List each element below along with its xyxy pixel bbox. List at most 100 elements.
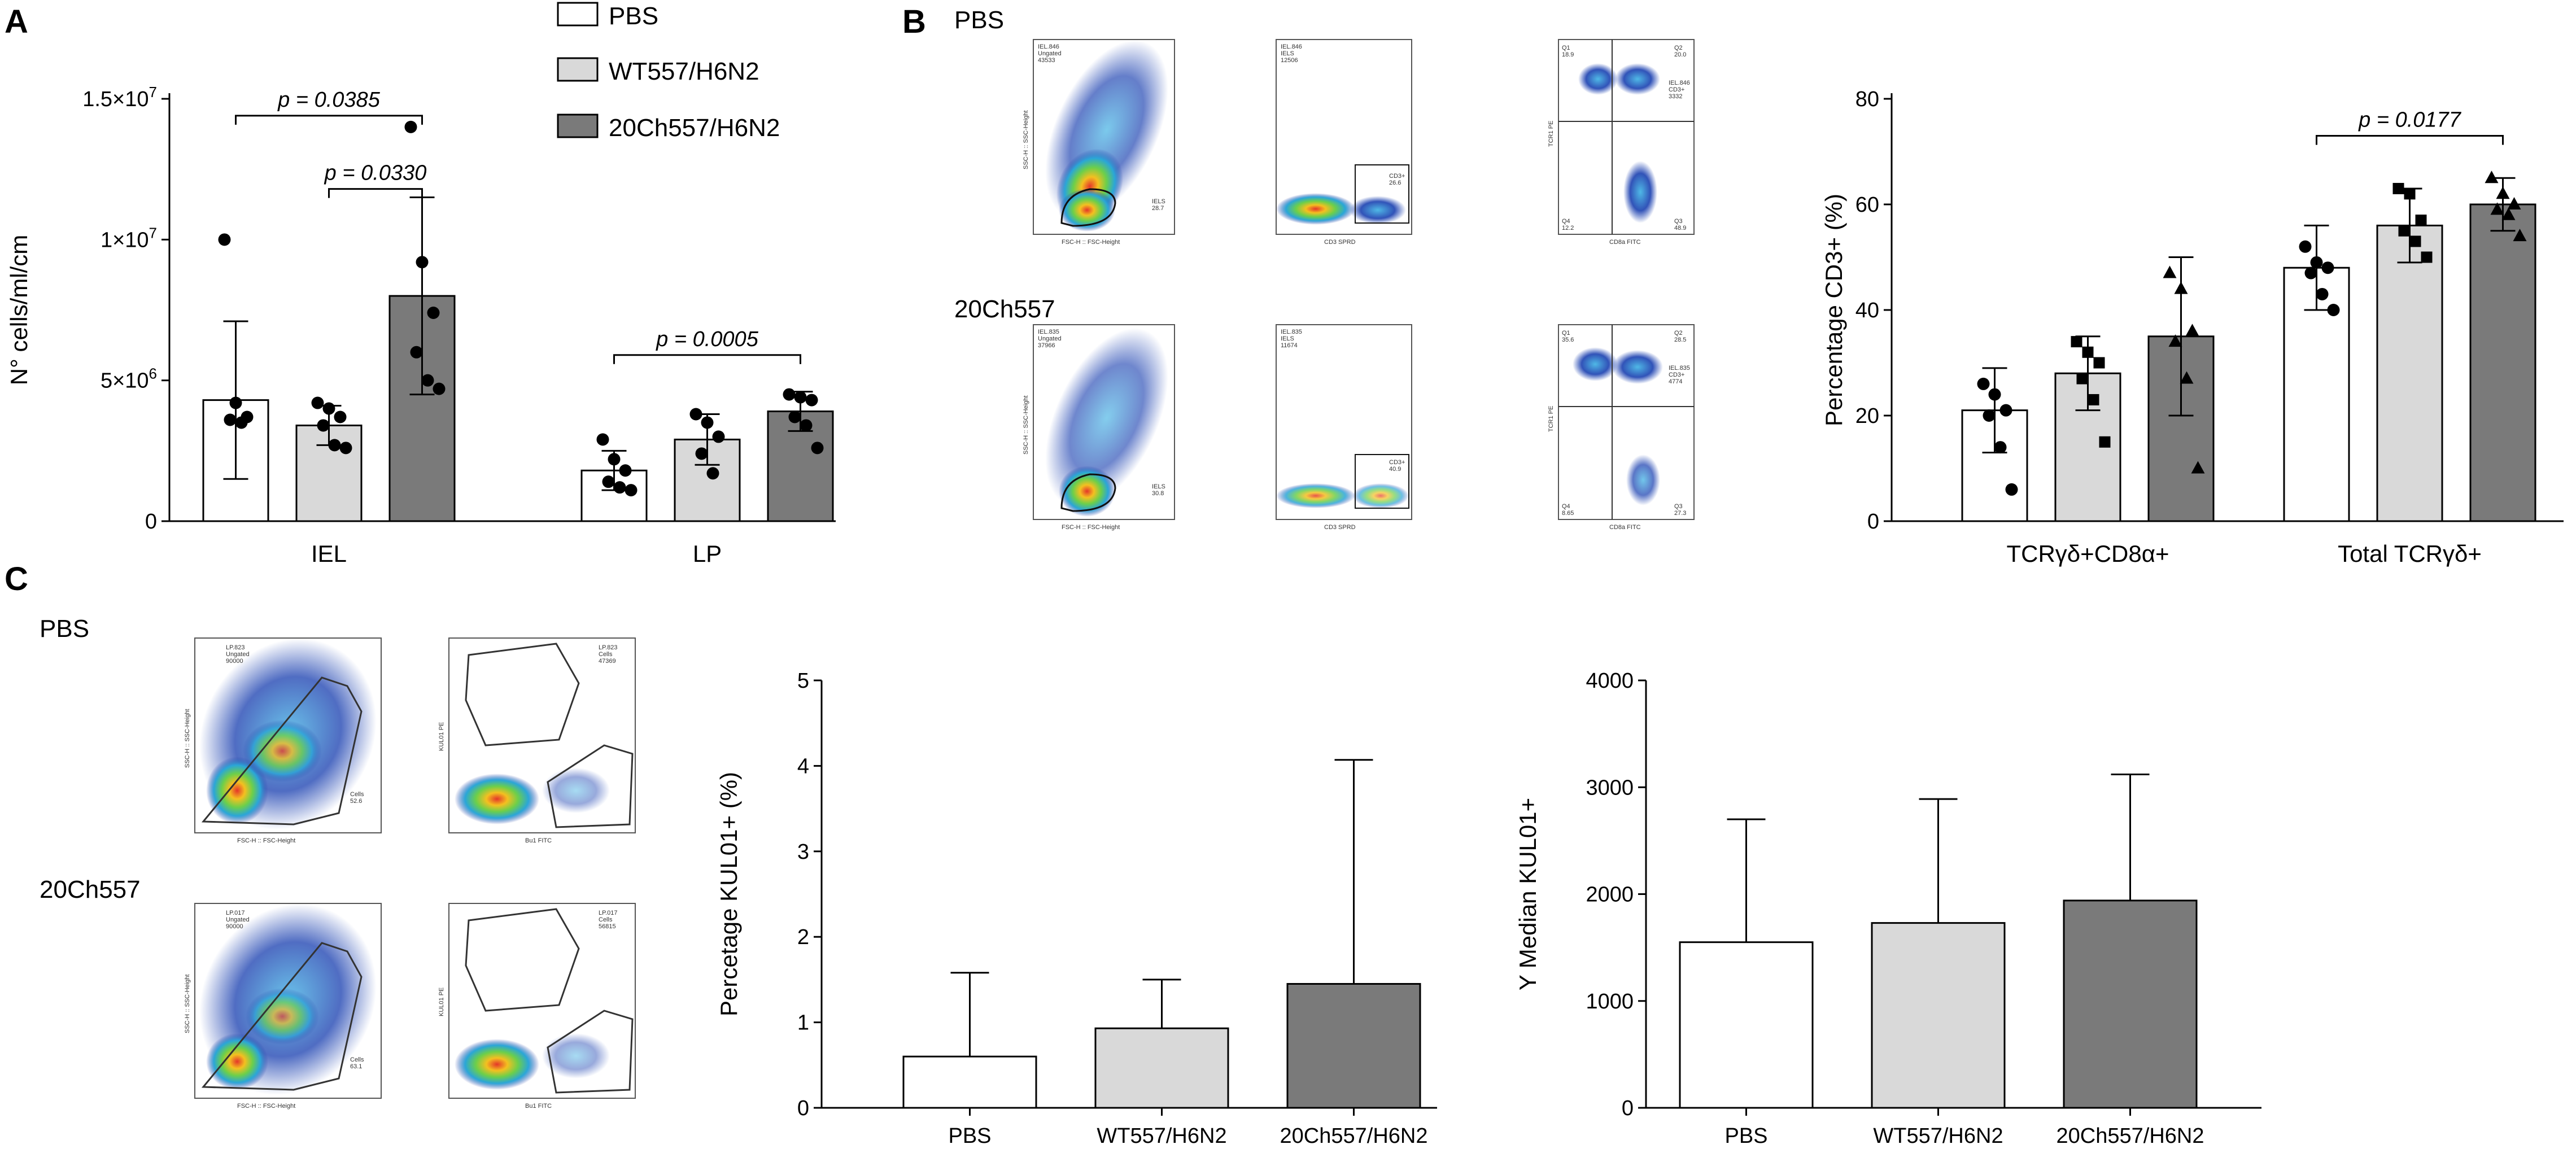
- significance-bracket: [235, 115, 423, 125]
- bar: [2469, 203, 2536, 522]
- legend-swatch-20ch557: [557, 113, 599, 138]
- data-point: [608, 453, 621, 466]
- bar: [2063, 899, 2198, 1109]
- svg-text:CD8a FITC: CD8a FITC: [1609, 239, 1641, 246]
- x-category-label: WT557/H6N2: [1097, 1124, 1226, 1148]
- data-point: [2180, 371, 2194, 384]
- svg-text:Q48.65: Q4 8.65: [1562, 503, 1574, 517]
- y-tick-label: 0: [797, 1097, 809, 1120]
- data-point: [689, 408, 702, 421]
- bar: [580, 469, 648, 522]
- y-tick-label: 3000: [1586, 776, 1634, 800]
- panel-letter-a: A: [5, 3, 28, 40]
- data-point: [2415, 215, 2427, 226]
- svg-text:CD3+26.6: CD3+ 26.6: [1389, 173, 1405, 186]
- data-point: [2409, 235, 2421, 247]
- y-axis-title: Y Median KUL01+: [1514, 798, 1541, 990]
- data-point: [2071, 336, 2082, 348]
- data-point: [224, 413, 237, 426]
- chart-a: 0 5×106 1×107 1.5×107 N° cells/ml/cm IEL LP p =…: [6, 84, 836, 567]
- svg-text:SSC-H :: SSC-Height: SSC-H :: SSC-Height: [184, 974, 191, 1033]
- x-category-label: TCRγδ+CD8α+: [2006, 540, 2169, 567]
- flow-label-c-pbs: PBS: [40, 615, 89, 643]
- legend-label-wt557: WT557/H6N2: [609, 58, 759, 85]
- svg-text:TCR1 PE: TCR1 PE: [1548, 121, 1555, 147]
- data-point: [602, 475, 615, 488]
- flow-plot-c-pbs-kul01: LP.823 Cells 47369 Bu1 FITC KUL01 PE: [438, 637, 636, 844]
- data-point: [404, 120, 417, 133]
- data-point: [2507, 197, 2521, 209]
- data-point: [2099, 436, 2111, 448]
- data-point: [218, 233, 231, 246]
- data-point: [2191, 461, 2205, 474]
- x-category-label: 20Ch557/H6N2: [1280, 1124, 1428, 1148]
- data-point: [712, 430, 725, 443]
- p-value-label: p = 0.0005: [656, 327, 759, 351]
- flow-label-c-20ch557: 20Ch557: [40, 876, 141, 903]
- significance-bracket: [613, 354, 801, 364]
- svg-text:TCR1 PE: TCR1 PE: [1548, 406, 1555, 432]
- data-point: [811, 442, 824, 455]
- y-tick-label: 0: [145, 510, 157, 534]
- flow-plot-b-pbs-cd3: IEL.846 IELS 12506 CD3+ 26.6 CD3 SPRD: [1276, 39, 1412, 246]
- p-value-label: p = 0.0330: [324, 161, 427, 185]
- svg-text:SSC-H :: SSC-Height: SSC-H :: SSC-Height: [1023, 395, 1029, 455]
- y-axis-title: N° cells/ml/cm: [6, 235, 32, 385]
- svg-text:CD8a FITC: CD8a FITC: [1609, 524, 1641, 531]
- data-point: [788, 410, 801, 423]
- data-point: [2076, 373, 2088, 385]
- data-point: [2404, 188, 2416, 200]
- data-point: [311, 396, 324, 409]
- y-tick-label: 1: [797, 1011, 809, 1035]
- data-point: [416, 256, 429, 269]
- data-point: [2421, 251, 2433, 263]
- x-category-label: LP: [693, 540, 722, 567]
- p-value-label: p = 0.0177: [2358, 108, 2462, 132]
- svg-text:CD3 SPRD: CD3 SPRD: [1324, 524, 1356, 531]
- x-category-label: 20Ch557/H6N2: [2057, 1124, 2204, 1148]
- bar: [902, 1055, 1037, 1109]
- data-point: [701, 416, 714, 429]
- data-point: [695, 447, 708, 460]
- panel-letter-c: C: [5, 561, 28, 597]
- flow-plot-c-20ch-kul01: LP.017 Cells 56815 Bu1 FITC KUL01 PE: [438, 903, 636, 1110]
- data-point: [1983, 409, 1996, 422]
- data-point: [2496, 186, 2510, 199]
- y-tick-label: 5: [797, 669, 809, 693]
- data-point: [2485, 171, 2499, 184]
- data-point: [2185, 324, 2199, 337]
- chart-b: 0 20 40 60 80 Percentage CD3+ (%) TCRγδ+CD8α+ T…: [1820, 88, 2564, 567]
- significance-bracket: [2316, 134, 2504, 145]
- data-point: [625, 484, 638, 497]
- chart-c-kul01-median: 0 1000 2000 3000 4000 Y Median KUL01+ PBS WT557…: [1514, 669, 2261, 1148]
- data-point: [2327, 304, 2340, 316]
- data-point: [229, 396, 242, 409]
- x-category-label: PBS: [948, 1124, 991, 1148]
- bar: [2376, 224, 2443, 522]
- y-tick-label: 80: [1855, 88, 1879, 111]
- flow-label-b-pbs: PBS: [954, 6, 1004, 34]
- data-point: [619, 464, 632, 477]
- data-point: [805, 394, 818, 407]
- y-tick-label: 4: [797, 754, 809, 778]
- data-point: [2174, 281, 2188, 294]
- bar: [1679, 941, 1814, 1109]
- data-point: [2163, 265, 2177, 278]
- legend-label-pbs: PBS: [609, 2, 658, 30]
- data-point: [317, 419, 330, 432]
- data-point: [2093, 357, 2105, 369]
- flow-plot-c-pbs-fsc-ssc: LP.823 Ungated 90000 Cells 52.6 FSC-H :: FS…: [184, 637, 382, 844]
- y-tick-label: 0: [1867, 510, 1879, 534]
- legend-swatch-pbs: [557, 2, 599, 27]
